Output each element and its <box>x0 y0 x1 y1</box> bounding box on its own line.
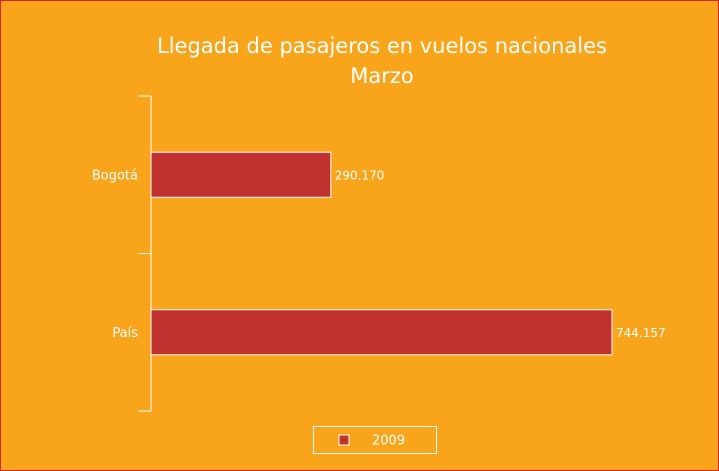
data-label: 290.170 <box>335 168 385 182</box>
bar <box>150 151 332 198</box>
legend-box <box>313 426 437 454</box>
data-label: 744.157 <box>616 326 666 340</box>
chart-subtitle: Marzo <box>350 64 414 88</box>
y-tick-label: País <box>112 326 138 341</box>
bar <box>150 309 613 356</box>
legend-label: 2009 <box>372 434 405 449</box>
legend-swatch <box>338 434 350 446</box>
y-tick-label: Bogotá <box>92 168 138 183</box>
chart-title: Llegada de pasajeros en vuelos nacionale… <box>157 34 607 58</box>
